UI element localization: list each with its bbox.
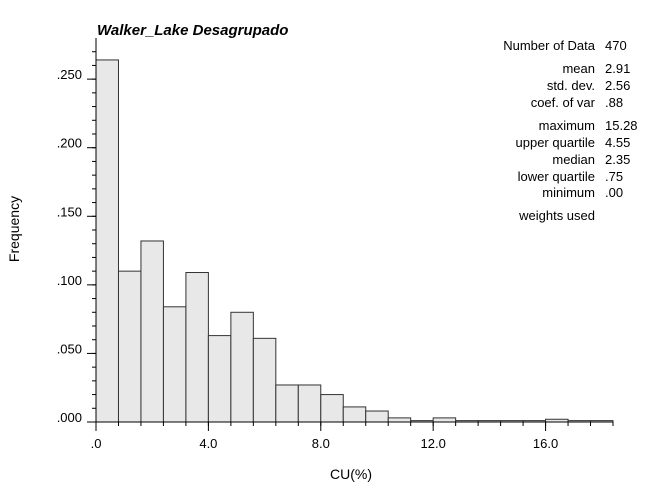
histogram-bar: [185, 272, 209, 423]
histogram-bar: [117, 270, 142, 423]
y-axis-label: Frequency: [6, 196, 22, 262]
stat-label: median: [552, 152, 595, 167]
weights-note: weights used: [518, 208, 595, 223]
stat-value: 4.55: [605, 135, 630, 150]
stat-label: maximum: [539, 118, 595, 133]
bars-group: [95, 59, 614, 423]
x-tick-label: 16.0: [533, 436, 558, 451]
histogram-bar: [387, 417, 412, 423]
x-axis-label: CU(%): [330, 466, 372, 482]
histogram-bar: [207, 335, 232, 423]
histogram-bar: [297, 384, 322, 423]
stat-value: 470: [605, 38, 627, 53]
stat-label: mean: [562, 61, 595, 76]
stat-label: lower quartile: [518, 169, 595, 184]
stat-value: .88: [605, 95, 623, 110]
stat-value: 2.56: [605, 78, 630, 93]
histogram-bar: [342, 406, 367, 423]
x-tick-label: 8.0: [312, 436, 330, 451]
histogram-bar: [140, 240, 164, 423]
stat-label: Number of Data: [503, 38, 596, 53]
histogram-bar: [230, 311, 254, 423]
x-ticks-group: .0 4.0 8.0 12.0 16.0: [91, 422, 614, 451]
y-tick-label: .150: [57, 204, 82, 219]
chart-title: Walker_Lake Desagrupado: [97, 22, 288, 39]
stat-value: .00: [605, 185, 623, 200]
stat-label: std. dev.: [547, 78, 595, 93]
stat-label: upper quartile: [516, 135, 596, 150]
y-ticks-group: .000 .050 .100 .150 .200 .250: [57, 51, 96, 425]
histogram-bar: [162, 306, 187, 423]
stat-label: minimum: [542, 185, 595, 200]
x-tick-label: .0: [91, 436, 102, 451]
y-tick-label: .000: [57, 410, 82, 425]
y-tick-label: .050: [57, 341, 82, 356]
x-tick-label: 4.0: [199, 436, 217, 451]
y-tick-label: .200: [57, 136, 82, 151]
histogram-bar: [365, 410, 389, 423]
stat-label: coef. of var: [531, 95, 596, 110]
stat-value: 2.91: [605, 61, 630, 76]
stat-value: .75: [605, 169, 623, 184]
statistics-panel: Number of Data 470 mean 2.91 std. dev. 2.56 co…: [503, 38, 637, 223]
stat-value: 15.28: [605, 118, 638, 133]
histogram-bar: [275, 384, 299, 423]
x-tick-label: 12.0: [421, 436, 446, 451]
histogram-bar: [95, 59, 119, 423]
y-tick-label: .250: [57, 67, 82, 82]
histogram-bar: [432, 417, 457, 423]
y-tick-label: .100: [57, 273, 82, 288]
histogram-bar: [320, 394, 344, 423]
histogram-bar: [252, 337, 277, 423]
stat-value: 2.35: [605, 152, 630, 167]
